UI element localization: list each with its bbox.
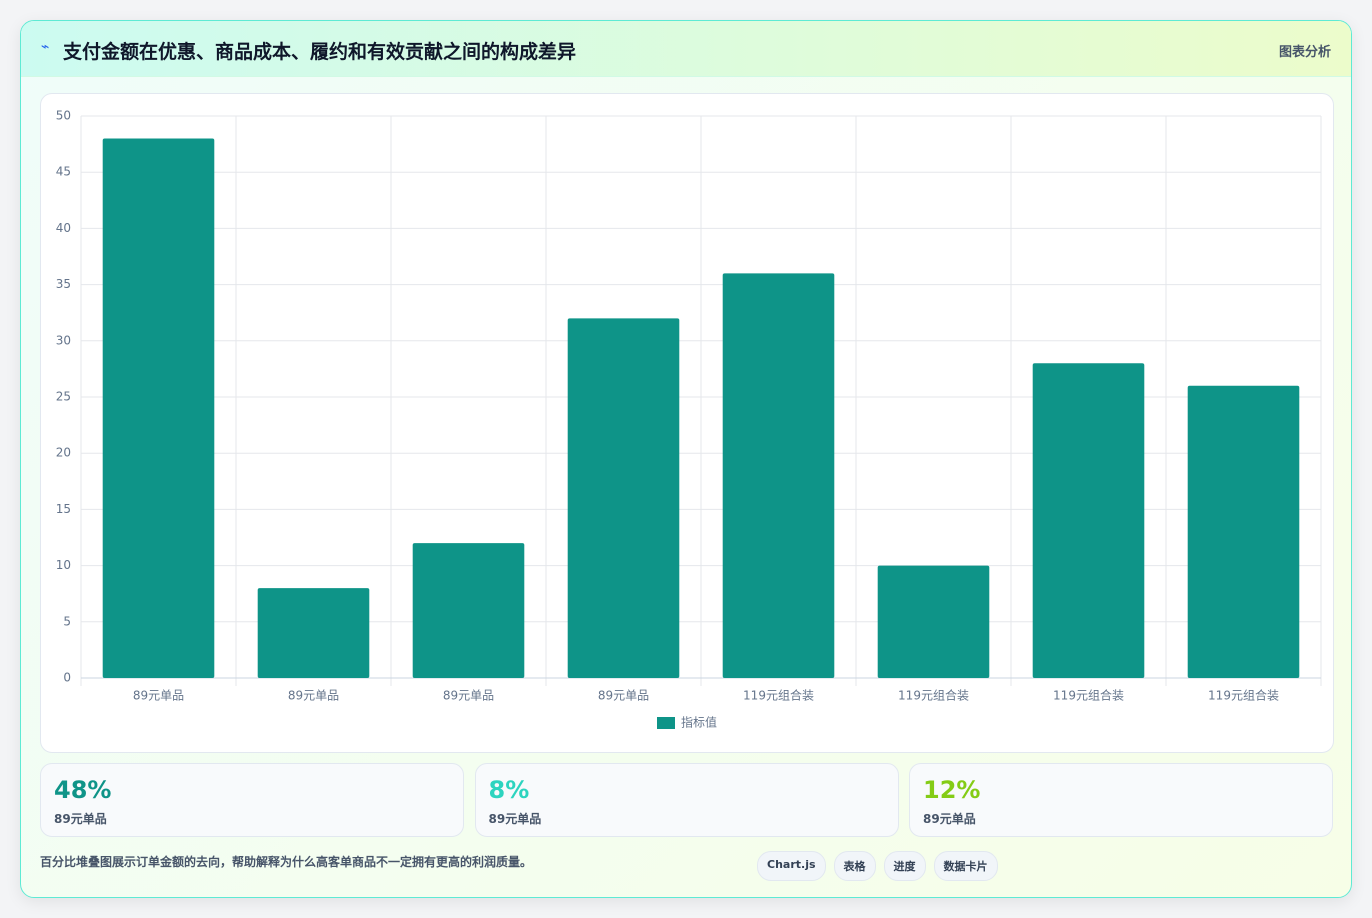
buttons: Chart.js 表格 进度 数据卡片	[757, 851, 998, 881]
footer-button[interactable]: 数据卡片	[933, 851, 998, 881]
y-tick-label: 45	[56, 165, 71, 179]
tag: 图表分析	[1278, 45, 1331, 60]
y-tick-label: 35	[56, 277, 71, 291]
y-tick-label: 50	[56, 109, 71, 123]
y-tick-label: 20	[56, 446, 71, 460]
stat-card: 12% 89元单品	[909, 763, 1333, 837]
y-tick-label: 25	[56, 390, 71, 404]
bar	[1187, 385, 1300, 678]
bar	[722, 273, 835, 678]
stat-card: 48% 89元单品	[40, 763, 464, 837]
x-tick-label: 89元单品	[288, 689, 339, 703]
footer-button[interactable]: 表格	[833, 851, 876, 881]
x-tick-label: 119元组合装	[898, 688, 969, 703]
bar	[102, 138, 215, 679]
stat-value: 8%	[488, 776, 530, 804]
y-tick-label: 0	[63, 671, 71, 685]
bar	[877, 565, 990, 678]
chart-panel: 0 5 10 15 20 25 30 35 40 45 50 89元单品 89元单品 89元单品 89元单品…	[40, 93, 1334, 753]
stat-label: 89元单品	[488, 812, 542, 826]
icon: ⌁	[41, 39, 50, 55]
bar	[567, 318, 680, 678]
bar	[1032, 363, 1145, 678]
stat-card: 8% 89元单品	[474, 763, 899, 837]
stat-label: 89元单品	[923, 812, 976, 826]
footer-button[interactable]: 进度	[883, 851, 926, 881]
stat-label: 89元单品	[54, 812, 107, 826]
y-tick-label: 10	[56, 558, 71, 572]
title: 支付金额在优惠、商品成本、履约和有效贡献之间的构成差异	[63, 41, 577, 63]
footer-note: 百分比堆叠图展示订单金额的去向，帮助解释为什么高客单商品不一定拥有更高的利润质量…	[40, 855, 533, 869]
x-tick-label: 119元组合装	[743, 688, 814, 703]
legend-swatch	[657, 717, 675, 729]
y-tick-label: 15	[56, 502, 71, 516]
legend-label: 指标值	[681, 715, 717, 730]
x-tick-label: 89元单品	[598, 689, 649, 703]
header: ⌁ 支付金额在优惠、商品成本、履约和有效贡献之间的构成差异 图表分析	[21, 21, 1351, 77]
y-tick-label: 5	[63, 614, 71, 628]
stat-value: 12%	[923, 776, 981, 804]
x-tick-label: 119元组合装	[1208, 688, 1279, 703]
footer-button[interactable]: Chart.js	[757, 851, 826, 881]
card: ⌁ 支付金额在优惠、商品成本、履约和有效贡献之间的构成差异 图表分析 0 5 10 1…	[20, 20, 1352, 898]
x-tick-label: 89元单品	[133, 689, 184, 703]
x-tick-label: 119元组合装	[1053, 688, 1124, 703]
bar	[412, 543, 525, 678]
bar	[257, 588, 370, 678]
chart: 0 5 10 15 20 25 30 35 40 45 50 89元单品 89元单品 89元单品 89元单品…	[56, 109, 1322, 730]
x-tick-label: 89元单品	[443, 689, 494, 703]
stat-value: 48%	[54, 776, 112, 804]
y-tick-label: 40	[56, 221, 71, 235]
y-tick-label: 30	[56, 333, 71, 347]
